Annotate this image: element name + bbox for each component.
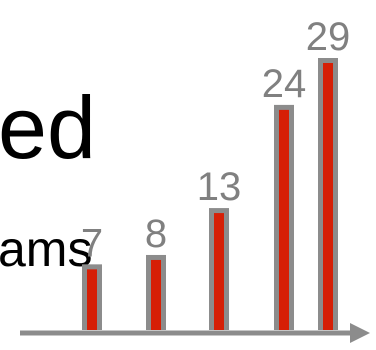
bar-fill: [214, 213, 224, 330]
partial-body-text: ams: [0, 221, 93, 277]
bar-fill: [87, 269, 97, 330]
data-label-2: 8: [145, 212, 167, 256]
data-label-1: 7: [81, 221, 103, 265]
data-label-3: 13: [197, 165, 242, 209]
bar-fill: [323, 63, 333, 330]
bar-3: [209, 208, 229, 330]
bar-fill: [279, 109, 289, 331]
partial-title-text: ed: [0, 78, 96, 177]
bar-1: [82, 264, 102, 330]
bar-fill: [151, 259, 161, 330]
bar-4: [274, 104, 294, 331]
bar-2: [146, 254, 166, 330]
data-label-4: 24: [262, 62, 307, 106]
x-axis: [20, 323, 370, 343]
x-axis-arrowhead: [350, 323, 370, 343]
data-label-5: 29: [306, 15, 351, 59]
bars-layer: [82, 58, 338, 331]
bar-5: [318, 58, 338, 330]
